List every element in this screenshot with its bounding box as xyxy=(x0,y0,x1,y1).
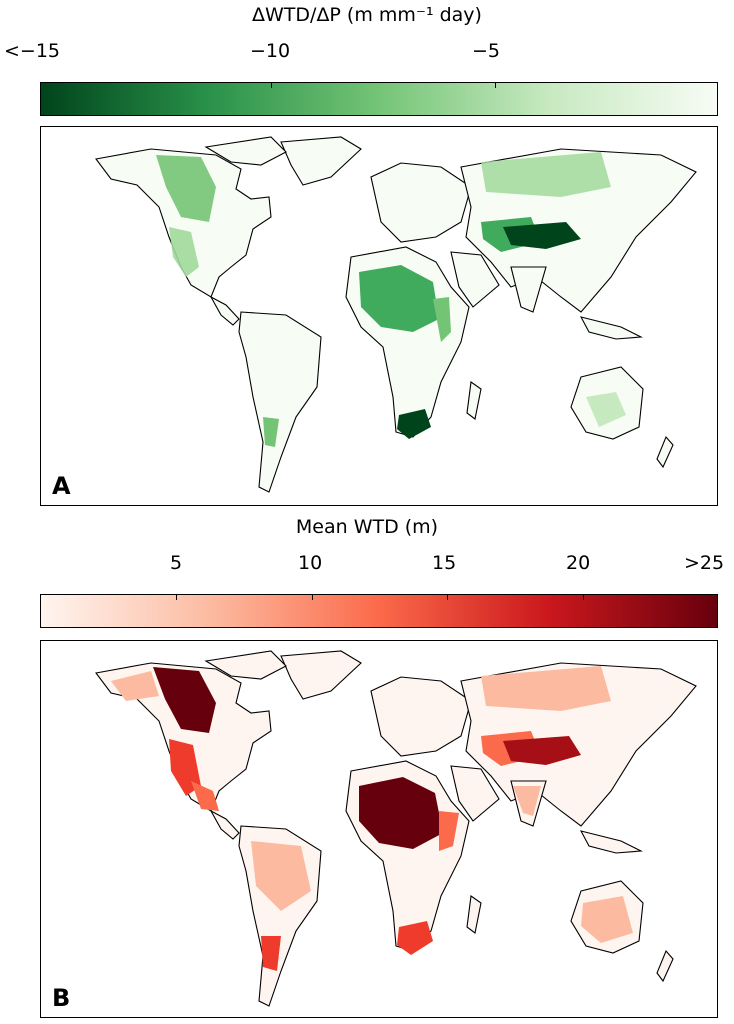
north-america xyxy=(95,148,272,298)
india-depth xyxy=(513,786,541,816)
south-africa-depth xyxy=(397,921,433,955)
new-zealand xyxy=(656,949,674,983)
europe xyxy=(370,676,472,757)
panel-b-depth-regions xyxy=(111,666,633,971)
panel-b-tick-label: 5 xyxy=(170,552,183,574)
east-africa-anomaly xyxy=(433,297,451,342)
western-us-depth xyxy=(169,739,201,796)
colorbar-tick xyxy=(495,83,496,88)
india xyxy=(510,266,547,313)
north-america xyxy=(95,662,272,812)
greenland xyxy=(280,136,362,186)
canadian-islands xyxy=(204,650,287,680)
continent-outlines xyxy=(95,650,697,1007)
colorbar-tick xyxy=(176,595,177,600)
panel-b-tick-label: 15 xyxy=(432,552,457,574)
panel-a-tick-label: −5 xyxy=(472,40,501,62)
panel-b-colorbar xyxy=(40,594,718,628)
south-america-depth xyxy=(251,841,311,911)
greenland xyxy=(280,650,362,700)
panel-a-colorbar xyxy=(40,82,718,116)
western-us-anomaly xyxy=(169,227,199,277)
colorbar-tick xyxy=(271,83,272,88)
colorbar-tick xyxy=(583,595,584,600)
canada-depth xyxy=(111,671,159,701)
arabia xyxy=(450,765,500,822)
southeast-asia-islands xyxy=(579,830,644,854)
madagascar xyxy=(466,381,482,420)
siberia-depth xyxy=(481,666,611,711)
patagonia-anomaly xyxy=(263,417,279,447)
panel-b-colorbar-title: Mean WTD (m) xyxy=(295,516,439,538)
europe xyxy=(370,162,472,243)
panel-a-colorbar-title: ΔWTD/ΔP (m mm⁻¹ day) xyxy=(252,4,482,26)
rockies-depth xyxy=(153,667,216,733)
arabia xyxy=(450,251,500,308)
continent-outlines xyxy=(95,136,697,493)
central-america xyxy=(209,809,240,840)
colorbar-tick xyxy=(312,595,313,600)
new-zealand xyxy=(656,435,674,469)
madagascar xyxy=(466,895,482,934)
panel-a-tick-label: −10 xyxy=(250,40,291,62)
southeast-asia-islands xyxy=(579,316,644,340)
central-america xyxy=(209,295,240,326)
panel-b-map xyxy=(40,640,718,1018)
panel-a-anomalies xyxy=(156,152,626,447)
sahara-depth xyxy=(359,777,443,849)
south-america xyxy=(238,311,322,493)
australia-anomaly xyxy=(586,392,626,427)
sahara-anomaly xyxy=(359,265,439,332)
panel-a-map xyxy=(40,126,718,506)
mexico-depth xyxy=(191,781,219,811)
panel-a-map-svg xyxy=(95,136,697,493)
panel-b-tick-label: 10 xyxy=(298,552,323,574)
panel-b-letter: B xyxy=(52,984,71,1012)
tarim-gobi-anomaly xyxy=(503,222,581,249)
rockies-anomaly xyxy=(156,155,216,222)
panel-b-tick-label: 20 xyxy=(566,552,591,574)
patagonia-depth xyxy=(261,936,281,971)
panel-a-tick-label: <−15 xyxy=(4,40,61,62)
horn-africa-depth xyxy=(439,811,459,851)
australia-depth xyxy=(581,896,633,943)
panel-b-map-svg xyxy=(95,650,697,1007)
tarim-gobi-depth xyxy=(503,736,581,765)
canadian-islands xyxy=(204,136,287,166)
siberia-anomaly xyxy=(481,152,611,197)
south-africa-anomaly xyxy=(397,409,431,439)
colorbar-tick xyxy=(447,595,448,600)
panel-a-letter: A xyxy=(52,472,71,500)
panel-b-tick-label: >25 xyxy=(684,552,725,574)
